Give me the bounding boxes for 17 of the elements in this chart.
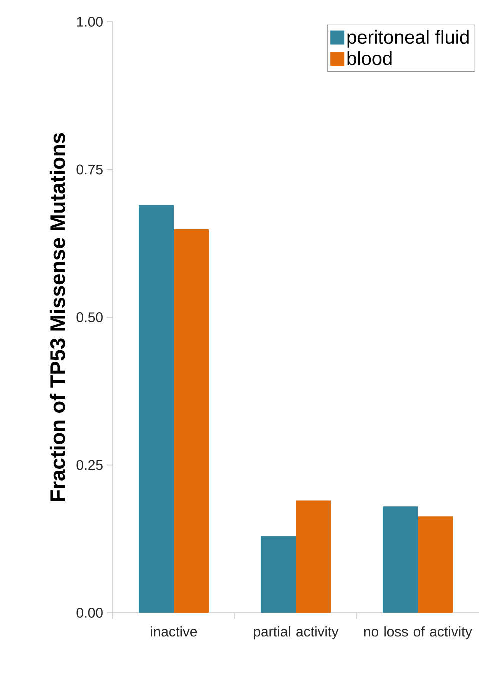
legend-label: blood <box>348 51 392 66</box>
bar <box>261 536 296 613</box>
bar <box>418 516 453 613</box>
y-tick-label: 0.75 <box>76 164 103 175</box>
y-tick-label: 1.00 <box>77 17 103 27</box>
y-tick-label: 0.00 <box>76 608 103 618</box>
bar <box>174 229 209 613</box>
x-tick-label: partial activity <box>254 626 339 640</box>
bar <box>139 205 174 613</box>
x-tick-label: inactive <box>151 626 198 637</box>
y-tick-label: 0.25 <box>76 460 103 470</box>
legend-label: peritoneal fluid <box>348 30 469 48</box>
bar <box>296 500 331 613</box>
bar <box>383 506 418 613</box>
y-tick-label: 0.50 <box>76 312 103 322</box>
y-axis-title: Fraction of TP53 Missense Mutations <box>50 133 66 502</box>
x-tick-label: no loss of activity <box>364 626 472 640</box>
